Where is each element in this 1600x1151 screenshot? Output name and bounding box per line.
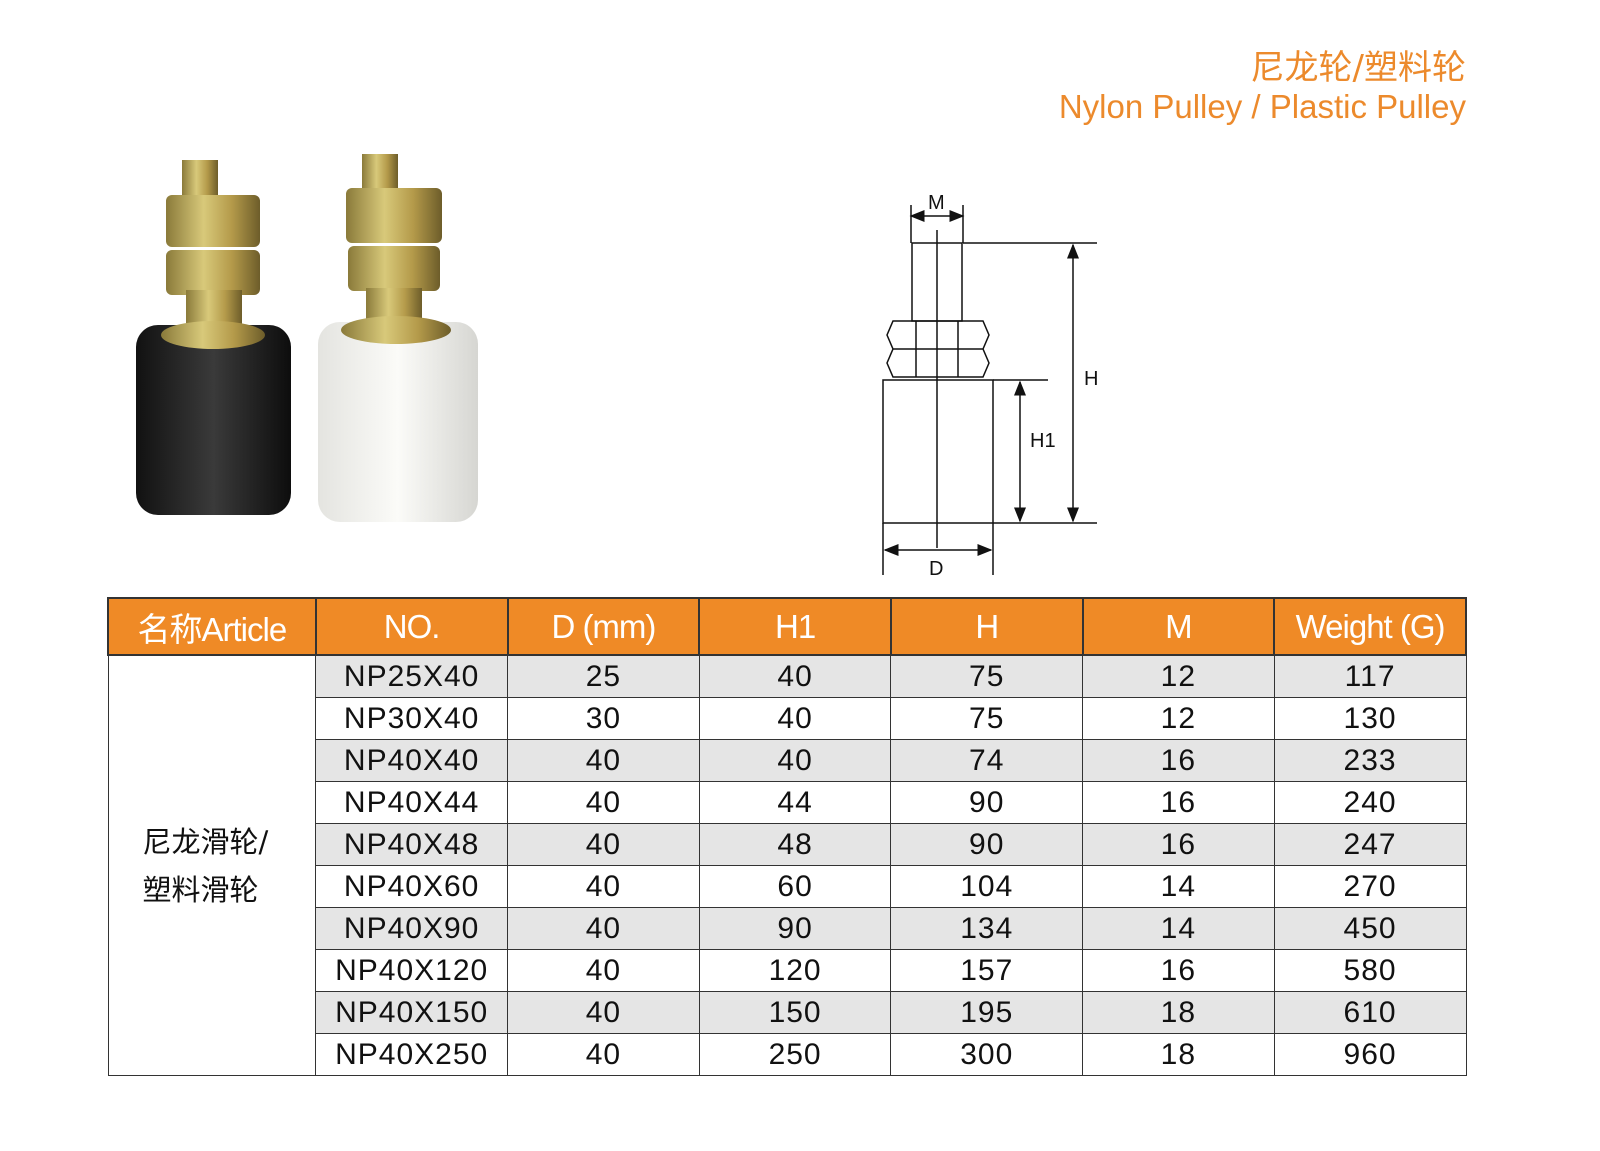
table-cell: 40: [507, 781, 700, 824]
table-cell: NP40X90: [315, 907, 509, 950]
table-cell: 233: [1273, 739, 1467, 782]
table-cell: 104: [890, 865, 1084, 908]
table-row: NP40X250 40 250 300 18 960: [108, 1033, 1467, 1076]
table-cell: 18: [1082, 991, 1275, 1034]
spec-table: 名称Article NO. D (mm) H1 H M Weight (G) 尼龙滑轮/塑料…: [107, 597, 1467, 1076]
table-cell: 117: [1273, 654, 1467, 698]
table-cell: 18: [1082, 1033, 1275, 1076]
title-english: Nylon Pulley / Plastic Pulley: [1058, 88, 1466, 125]
table-cell: 75: [890, 654, 1084, 698]
article-line: 塑料滑轮: [142, 872, 259, 907]
label-d: D: [929, 558, 943, 580]
column-header: H: [889, 597, 1084, 656]
table-cell: 16: [1082, 823, 1275, 866]
table-cell: NP30X40: [315, 697, 509, 740]
article-cell: 尼龙滑轮/塑料滑轮: [107, 654, 317, 1076]
table-cell: 40: [507, 1033, 700, 1076]
table-cell: 157: [890, 949, 1084, 992]
table-cell: 12: [1082, 654, 1275, 698]
table-cell: 40: [698, 697, 892, 740]
table-cell: 40: [698, 739, 892, 782]
table-row: NP40X150 40 150 195 18 610: [108, 991, 1467, 1034]
table-row: NP30X40 30 40 75 12 130: [108, 697, 1467, 740]
table-cell: 40: [507, 823, 700, 866]
table-cell: 90: [890, 781, 1084, 824]
table-cell: 90: [698, 907, 892, 950]
table-cell: 240: [1273, 781, 1467, 824]
table-cell: 960: [1273, 1033, 1467, 1076]
table-cell: 74: [890, 739, 1084, 782]
table-cell: 16: [1082, 781, 1275, 824]
table-cell: 40: [507, 907, 700, 950]
table-cell: NP40X250: [315, 1033, 509, 1076]
table-cell: 75: [890, 697, 1084, 740]
table-cell: 610: [1273, 991, 1467, 1034]
column-header: M: [1081, 597, 1276, 656]
table-cell: 44: [698, 781, 892, 824]
table-cell: 300: [890, 1033, 1084, 1076]
table-cell: 250: [698, 1033, 892, 1076]
table-cell: 40: [507, 949, 700, 992]
table-cell: 16: [1082, 739, 1275, 782]
table-cell: 12: [1082, 697, 1275, 740]
column-header: NO.: [314, 597, 509, 656]
table-row: NP40X40 40 40 74 16 233: [108, 739, 1467, 782]
table-cell: 580: [1273, 949, 1467, 992]
label-m: M: [928, 192, 945, 214]
label-h1: H1: [1030, 430, 1056, 452]
table-header-row: 名称Article NO. D (mm) H1 H M Weight (G): [107, 597, 1467, 656]
label-h: H: [1084, 368, 1098, 390]
table-row: 尼龙滑轮/塑料滑轮 NP25X40 25 40 75 12 117: [107, 654, 1467, 1076]
table-cell: 40: [507, 865, 700, 908]
table-cell: 16: [1082, 949, 1275, 992]
column-header: D (mm): [506, 597, 701, 656]
table-cell: 90: [890, 823, 1084, 866]
table-row: NP40X44 40 44 90 16 240: [108, 781, 1467, 824]
table-cell: 40: [507, 991, 700, 1034]
table-cell: 40: [698, 654, 892, 698]
table-cell: 450: [1273, 907, 1467, 950]
table-cell: 30: [507, 697, 700, 740]
table-cell: NP40X120: [315, 949, 509, 992]
title-chinese: 尼龙轮/塑料轮: [1250, 48, 1466, 88]
column-header: H1: [698, 597, 892, 656]
table-cell: 270: [1273, 865, 1467, 908]
table-cell: NP40X60: [315, 865, 509, 908]
table-row: NP40X48 40 48 90 16 247: [108, 823, 1467, 866]
dimension-diagram: M H H1 D: [882, 192, 1098, 580]
table-cell: NP25X40: [315, 654, 509, 698]
table-cell: 14: [1082, 865, 1275, 908]
table-cell: 48: [698, 823, 892, 866]
article-line: 尼龙滑轮/: [142, 824, 269, 859]
table-cell: NP40X44: [315, 781, 509, 824]
table-cell: 195: [890, 991, 1084, 1034]
white-plastic-pulley-image: [318, 154, 478, 522]
table-cell: NP40X150: [315, 991, 509, 1034]
table-cell: 247: [1273, 823, 1467, 866]
table-cell: 14: [1082, 907, 1275, 950]
table-cell: NP40X40: [315, 739, 509, 782]
table-cell: 134: [890, 907, 1084, 950]
column-header: 名称Article: [107, 597, 317, 656]
table-row: NP40X90 40 90 134 14 450: [108, 907, 1467, 950]
table-cell: 25: [507, 654, 700, 698]
table-cell: 120: [698, 949, 892, 992]
table-cell: 40: [507, 739, 700, 782]
table-cell: 130: [1273, 697, 1467, 740]
black-nylon-pulley-image: [136, 160, 291, 515]
product-photos: [136, 154, 478, 522]
column-header: Weight (G): [1273, 597, 1467, 656]
table-cell: NP40X48: [315, 823, 509, 866]
table-cell: 150: [698, 991, 892, 1034]
table-cell: 60: [698, 865, 892, 908]
